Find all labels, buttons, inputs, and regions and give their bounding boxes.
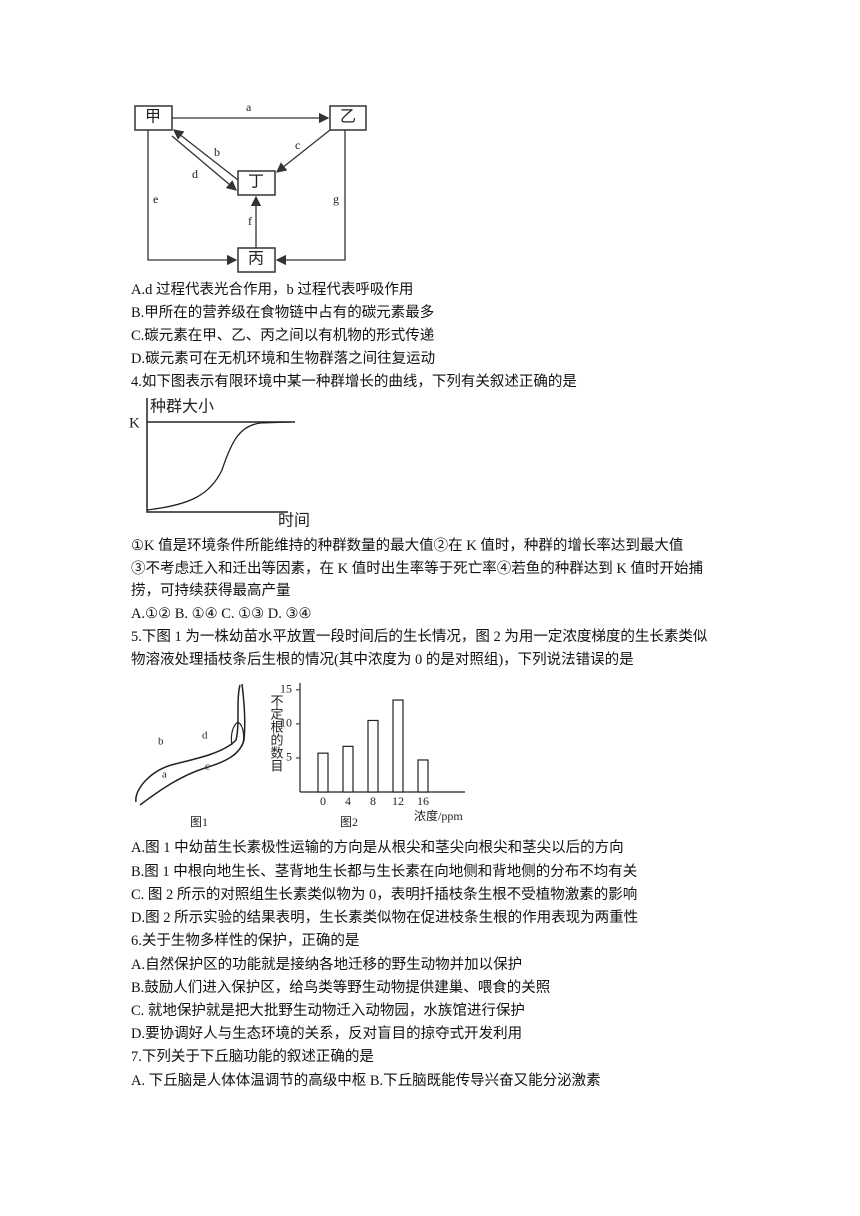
figure-label: b: [158, 736, 164, 748]
option: D.碳元素可在无机环境和生物群落之间往复运动: [131, 351, 436, 367]
axis-label: 浓度/ppm: [414, 808, 463, 823]
option: A. 下丘脑是人体体温调节的高级中枢 B.下丘脑既能传导兴奋又能分泌激素: [131, 1073, 601, 1089]
edge-label: b: [214, 145, 220, 159]
bar: [367, 719, 379, 793]
carbon-cycle-diagram: 甲 乙 丙 丁 a b c d e f g: [134, 100, 367, 273]
option: D.要协调好人与生态环境的关系，反对盲目的掠夺式开发利用: [131, 1026, 523, 1042]
bar-chart: 不定根的数目 浓度/ppm 图2 5 10 15 0 4 8 12 16: [269, 682, 465, 829]
option: A.①② B. ①④ C. ①③ D. ③④: [131, 606, 312, 622]
statement: 捞，可持续获得最高产量: [131, 583, 291, 599]
edge-label: f: [248, 214, 252, 228]
statement: ③不考虑迁入和迁出等因素，在 K 值时出生率等于死亡率④若鱼的种群达到 K 值时…: [131, 561, 703, 577]
question-stem: 5.下图 1 为一株幼苗水平放置一段时间后的生长情况，图 2 为用一定浓度梯度的…: [131, 629, 708, 645]
option: A.自然保护区的功能就是接纳各地迁移的野生动物并加以保护: [131, 957, 523, 973]
option: D.图 2 所示实验的结果表明，生长素类似物在促进枝条生根的作用表现为两重性: [131, 910, 639, 926]
y-tick-label: 10: [280, 716, 292, 730]
question-stem: 物溶液处理插枝条后生根的情况(其中浓度为 0 的是对照组)，下列说法错误的是: [131, 652, 634, 668]
x-tick-label: 0: [320, 794, 326, 808]
option: A.d 过程代表光合作用，b 过程代表呼吸作用: [131, 282, 414, 298]
node-label: 乙: [340, 109, 356, 126]
option: C. 图 2 所示的对照组生长素类似物为 0，表明扦插枝条生根不受植物激素的影响: [131, 887, 638, 903]
option: B.鼓励人们进入保护区，给鸟类等野生动物提供建巢、喂食的关照: [131, 980, 551, 996]
figure-caption: 图2: [340, 815, 358, 829]
question-stem: 6.关于生物多样性的保护，正确的是: [131, 933, 360, 949]
edge-label: e: [153, 192, 158, 206]
k-label: K: [129, 415, 140, 431]
edge-label: a: [246, 100, 252, 114]
bar: [342, 745, 354, 793]
y-tick-label: 15: [280, 682, 292, 696]
option: C.碳元素在甲、乙、丙之间以有机物的形式传递: [131, 328, 435, 344]
option: A.图 1 中幼苗生长素极性运输的方向是从根尖和茎尖向根尖和茎尖以后的方向: [131, 840, 624, 856]
figure-caption: 图1: [190, 815, 208, 829]
x-tick-label: 8: [370, 794, 376, 808]
figure-label: a: [162, 769, 167, 781]
option: B.图 1 中根向地生长、茎背地生长都与生长素在向地侧和背地侧的分布不均有关: [131, 864, 638, 880]
axis-label: 不定根的数目: [269, 694, 284, 772]
bar: [317, 752, 329, 793]
axis-label: 时间: [278, 512, 310, 530]
bar: [392, 699, 404, 793]
question-stem: 4.如下图表示有限环境中某一种群增长的曲线，下列有关叙述正确的是: [131, 374, 577, 390]
figure-label: c: [205, 761, 210, 773]
x-tick-label: 4: [345, 794, 351, 808]
edge-label: g: [333, 192, 339, 206]
x-tick-label: 16: [417, 794, 429, 808]
node-label: 丙: [248, 251, 264, 268]
y-tick-label: 5: [286, 750, 292, 764]
seedling-figure: a b c d 图1: [135, 683, 246, 829]
option: B.甲所在的营养级在食物链中占有的碳元素最多: [131, 305, 435, 321]
growth-curve: 种群大小 K 时间: [129, 398, 310, 530]
bar: [417, 759, 429, 793]
x-tick-label: 12: [392, 794, 404, 808]
node-label: 甲: [145, 109, 161, 126]
axis-label: 种群大小: [150, 398, 214, 416]
edge-label: d: [192, 167, 198, 181]
statement: ①K 值是环境条件所能维持的种群数量的最大值②在 K 值时，种群的增长率达到最大…: [131, 538, 684, 554]
option: C. 就地保护就是把大批野生动物迁入动物园，水族馆进行保护: [131, 1003, 525, 1019]
question-stem: 7.下列关于下丘脑功能的叙述正确的是: [131, 1049, 374, 1065]
figure-label: d: [202, 730, 208, 742]
node-label: 丁: [248, 174, 264, 191]
edge-label: c: [295, 138, 300, 152]
